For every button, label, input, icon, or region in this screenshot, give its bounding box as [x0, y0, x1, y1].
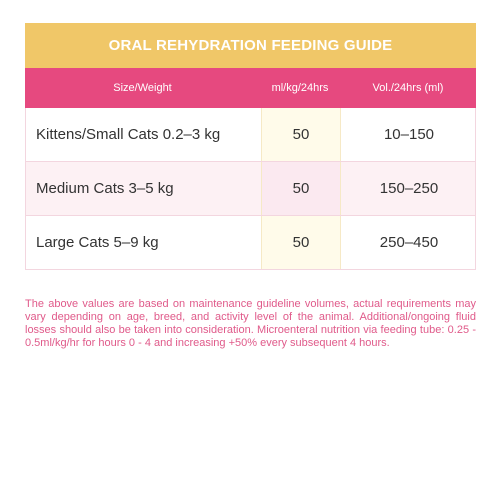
row-rate: 50	[261, 216, 341, 269]
row-rate: 50	[261, 108, 341, 161]
row-volume: 150–250	[379, 180, 439, 197]
table-row: Kittens/Small Cats 0.2–3 kg 50 10–150	[26, 108, 475, 162]
table-header-row: Size/Weight ml/kg/24hrs Vol./24hrs (ml)	[25, 68, 476, 108]
row-volume: 250–450	[379, 234, 439, 251]
guideline-note: The above values are based on maintenanc…	[25, 298, 476, 349]
row-size-weight: Medium Cats 3–5 kg	[36, 180, 174, 197]
table-row: Medium Cats 3–5 kg 50 150–250	[26, 162, 475, 216]
header-rate: ml/kg/24hrs	[271, 82, 329, 94]
feeding-guide-table: ORAL REHYDRATION FEEDING GUIDE Size/Weig…	[25, 23, 476, 270]
table-body: Kittens/Small Cats 0.2–3 kg 50 10–150 Me…	[25, 108, 476, 270]
header-size-weight: Size/Weight	[113, 82, 172, 94]
table-row: Large Cats 5–9 kg 50 250–450	[26, 216, 475, 270]
row-size-weight: Large Cats 5–9 kg	[36, 234, 159, 251]
row-volume: 10–150	[383, 126, 435, 143]
row-rate: 50	[261, 162, 341, 215]
row-size-weight: Kittens/Small Cats 0.2–3 kg	[36, 126, 221, 143]
table-title: ORAL REHYDRATION FEEDING GUIDE	[25, 23, 476, 68]
header-volume: Vol./24hrs (ml)	[372, 82, 444, 94]
